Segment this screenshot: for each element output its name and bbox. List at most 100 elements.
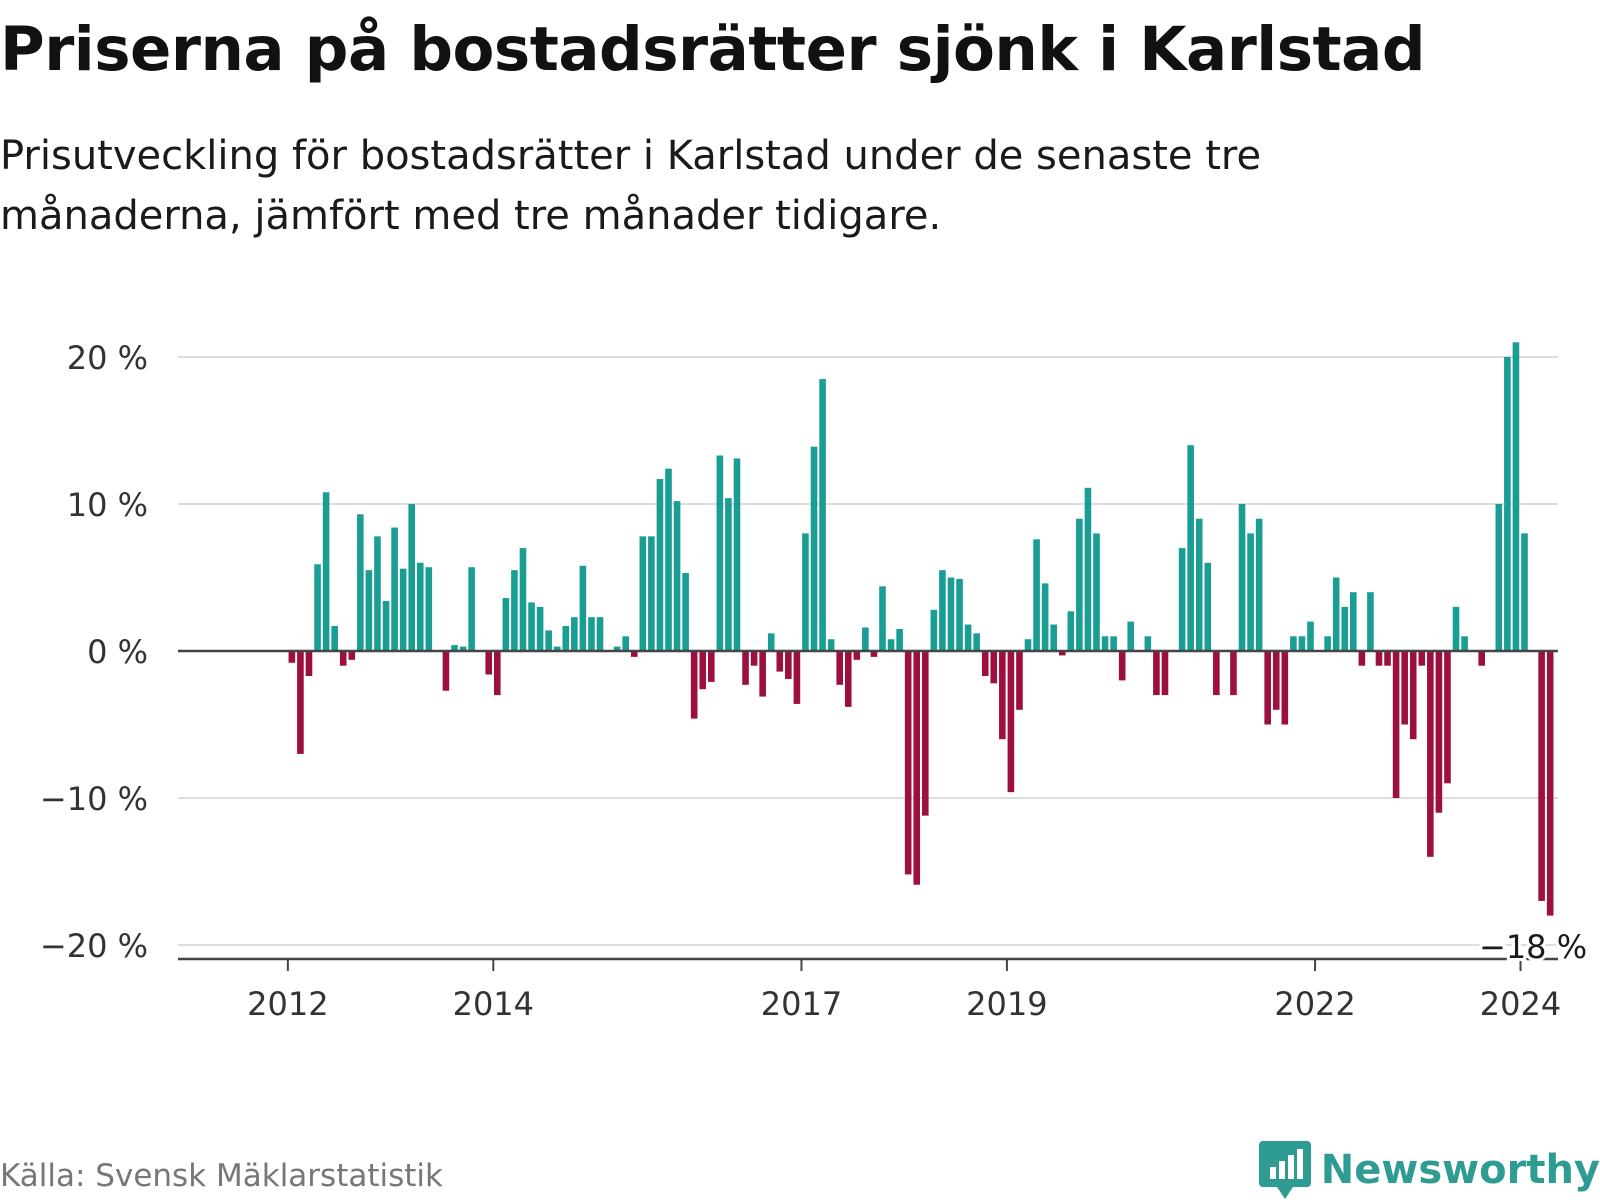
- axes: [178, 649, 1558, 961]
- bar: [690, 651, 698, 719]
- bar: [1392, 651, 1400, 798]
- bar: [1050, 624, 1057, 651]
- bar-chart: 20 %10 %0 %−10 %−20 % 2012 2014 2017 2019 20…: [39, 339, 1590, 1023]
- bar: [1178, 548, 1186, 651]
- bar: [536, 606, 544, 651]
- bar: [1418, 651, 1426, 666]
- bar: [887, 639, 895, 651]
- bar: [1195, 518, 1203, 651]
- bar: [1238, 504, 1246, 651]
- x-tick-label: 2017: [761, 985, 842, 1023]
- bar: [853, 651, 861, 660]
- bar: [528, 602, 535, 651]
- bar: [408, 504, 415, 651]
- bar: [399, 568, 407, 651]
- y-tick-label: 20 %: [67, 339, 148, 377]
- bar: [1110, 636, 1117, 651]
- bar: [904, 651, 912, 875]
- bar: [1007, 651, 1015, 793]
- bar: [1204, 562, 1212, 651]
- y-tick-label: −10 %: [40, 780, 148, 818]
- bar: [1546, 651, 1554, 916]
- bar: [964, 624, 972, 651]
- x-tick-label: 2024: [1480, 985, 1561, 1023]
- y-axis-labels: 20 % 10 % 0 % −10 % −20 %: [40, 339, 148, 965]
- bar: [1409, 651, 1417, 740]
- bar: [844, 651, 852, 707]
- bar: [930, 609, 938, 651]
- chart-title: Priserna på bostadsrätter sjönk i Karlst…: [0, 14, 1426, 85]
- bar: [682, 573, 689, 651]
- bar: [442, 651, 450, 691]
- bar: [793, 651, 801, 704]
- bar: [1247, 533, 1254, 651]
- bar: [562, 626, 570, 651]
- bar: [322, 492, 330, 651]
- bar: [827, 639, 835, 651]
- bar: [665, 468, 672, 651]
- bar: [588, 617, 595, 651]
- bar: [1264, 651, 1271, 725]
- bar: [1118, 651, 1126, 681]
- bar: [981, 651, 989, 676]
- bar: [648, 536, 655, 651]
- bar: [1521, 533, 1528, 651]
- bar: [613, 646, 621, 651]
- bar: [1127, 621, 1135, 651]
- y-tick-label: 10 %: [67, 486, 148, 524]
- bar: [1358, 651, 1366, 666]
- bar: [776, 651, 784, 672]
- bar: [1024, 639, 1032, 651]
- x-tick-label: 2012: [247, 985, 328, 1023]
- bar: [750, 651, 758, 666]
- bar: [382, 601, 390, 651]
- bar: [1281, 651, 1289, 725]
- y-tick-label: −20 %: [40, 927, 148, 965]
- bar: [1093, 533, 1100, 651]
- bar: [896, 628, 903, 651]
- bar: [391, 527, 398, 651]
- bar: [1144, 636, 1152, 651]
- bar: [1435, 651, 1443, 813]
- bar: [1058, 651, 1066, 656]
- annotations: −18 %: [1476, 925, 1590, 969]
- bar: [416, 562, 424, 651]
- bar: [699, 651, 707, 690]
- bar: [879, 586, 886, 651]
- bar: [947, 577, 955, 651]
- bar: [939, 570, 946, 651]
- bar: [1461, 636, 1468, 651]
- bar: [1341, 606, 1349, 651]
- newsworthy-logo-icon: [1258, 1141, 1311, 1199]
- bar: [596, 617, 604, 651]
- bar: [785, 651, 792, 679]
- bar: [485, 651, 493, 675]
- last-value-annotation: −18 %: [1479, 928, 1587, 966]
- bars: [288, 342, 1554, 916]
- chart-subtitle: Prisutveckling för bostadsrätter i Karls…: [0, 133, 1262, 239]
- bar: [716, 455, 724, 651]
- bar: [459, 646, 467, 651]
- bar: [1298, 636, 1306, 651]
- bar: [1272, 651, 1280, 710]
- bar: [1290, 636, 1297, 651]
- bar: [1230, 651, 1237, 696]
- bar: [862, 627, 869, 651]
- bar: [656, 479, 664, 651]
- bar: [622, 636, 629, 651]
- bar: [494, 651, 501, 696]
- x-axis-labels: 2012 2014 2017 2019 2022 2024: [247, 959, 1561, 1023]
- bar: [468, 567, 475, 651]
- bar: [1041, 583, 1049, 651]
- bar: [1187, 445, 1194, 651]
- bar: [1076, 518, 1083, 651]
- bar: [1367, 592, 1374, 651]
- bar: [1033, 539, 1040, 651]
- bar: [331, 626, 338, 651]
- bar: [1444, 651, 1451, 784]
- bar: [870, 651, 878, 657]
- bar: [357, 514, 364, 651]
- bar: [348, 651, 356, 660]
- bar: [973, 633, 980, 651]
- bar: [999, 651, 1006, 740]
